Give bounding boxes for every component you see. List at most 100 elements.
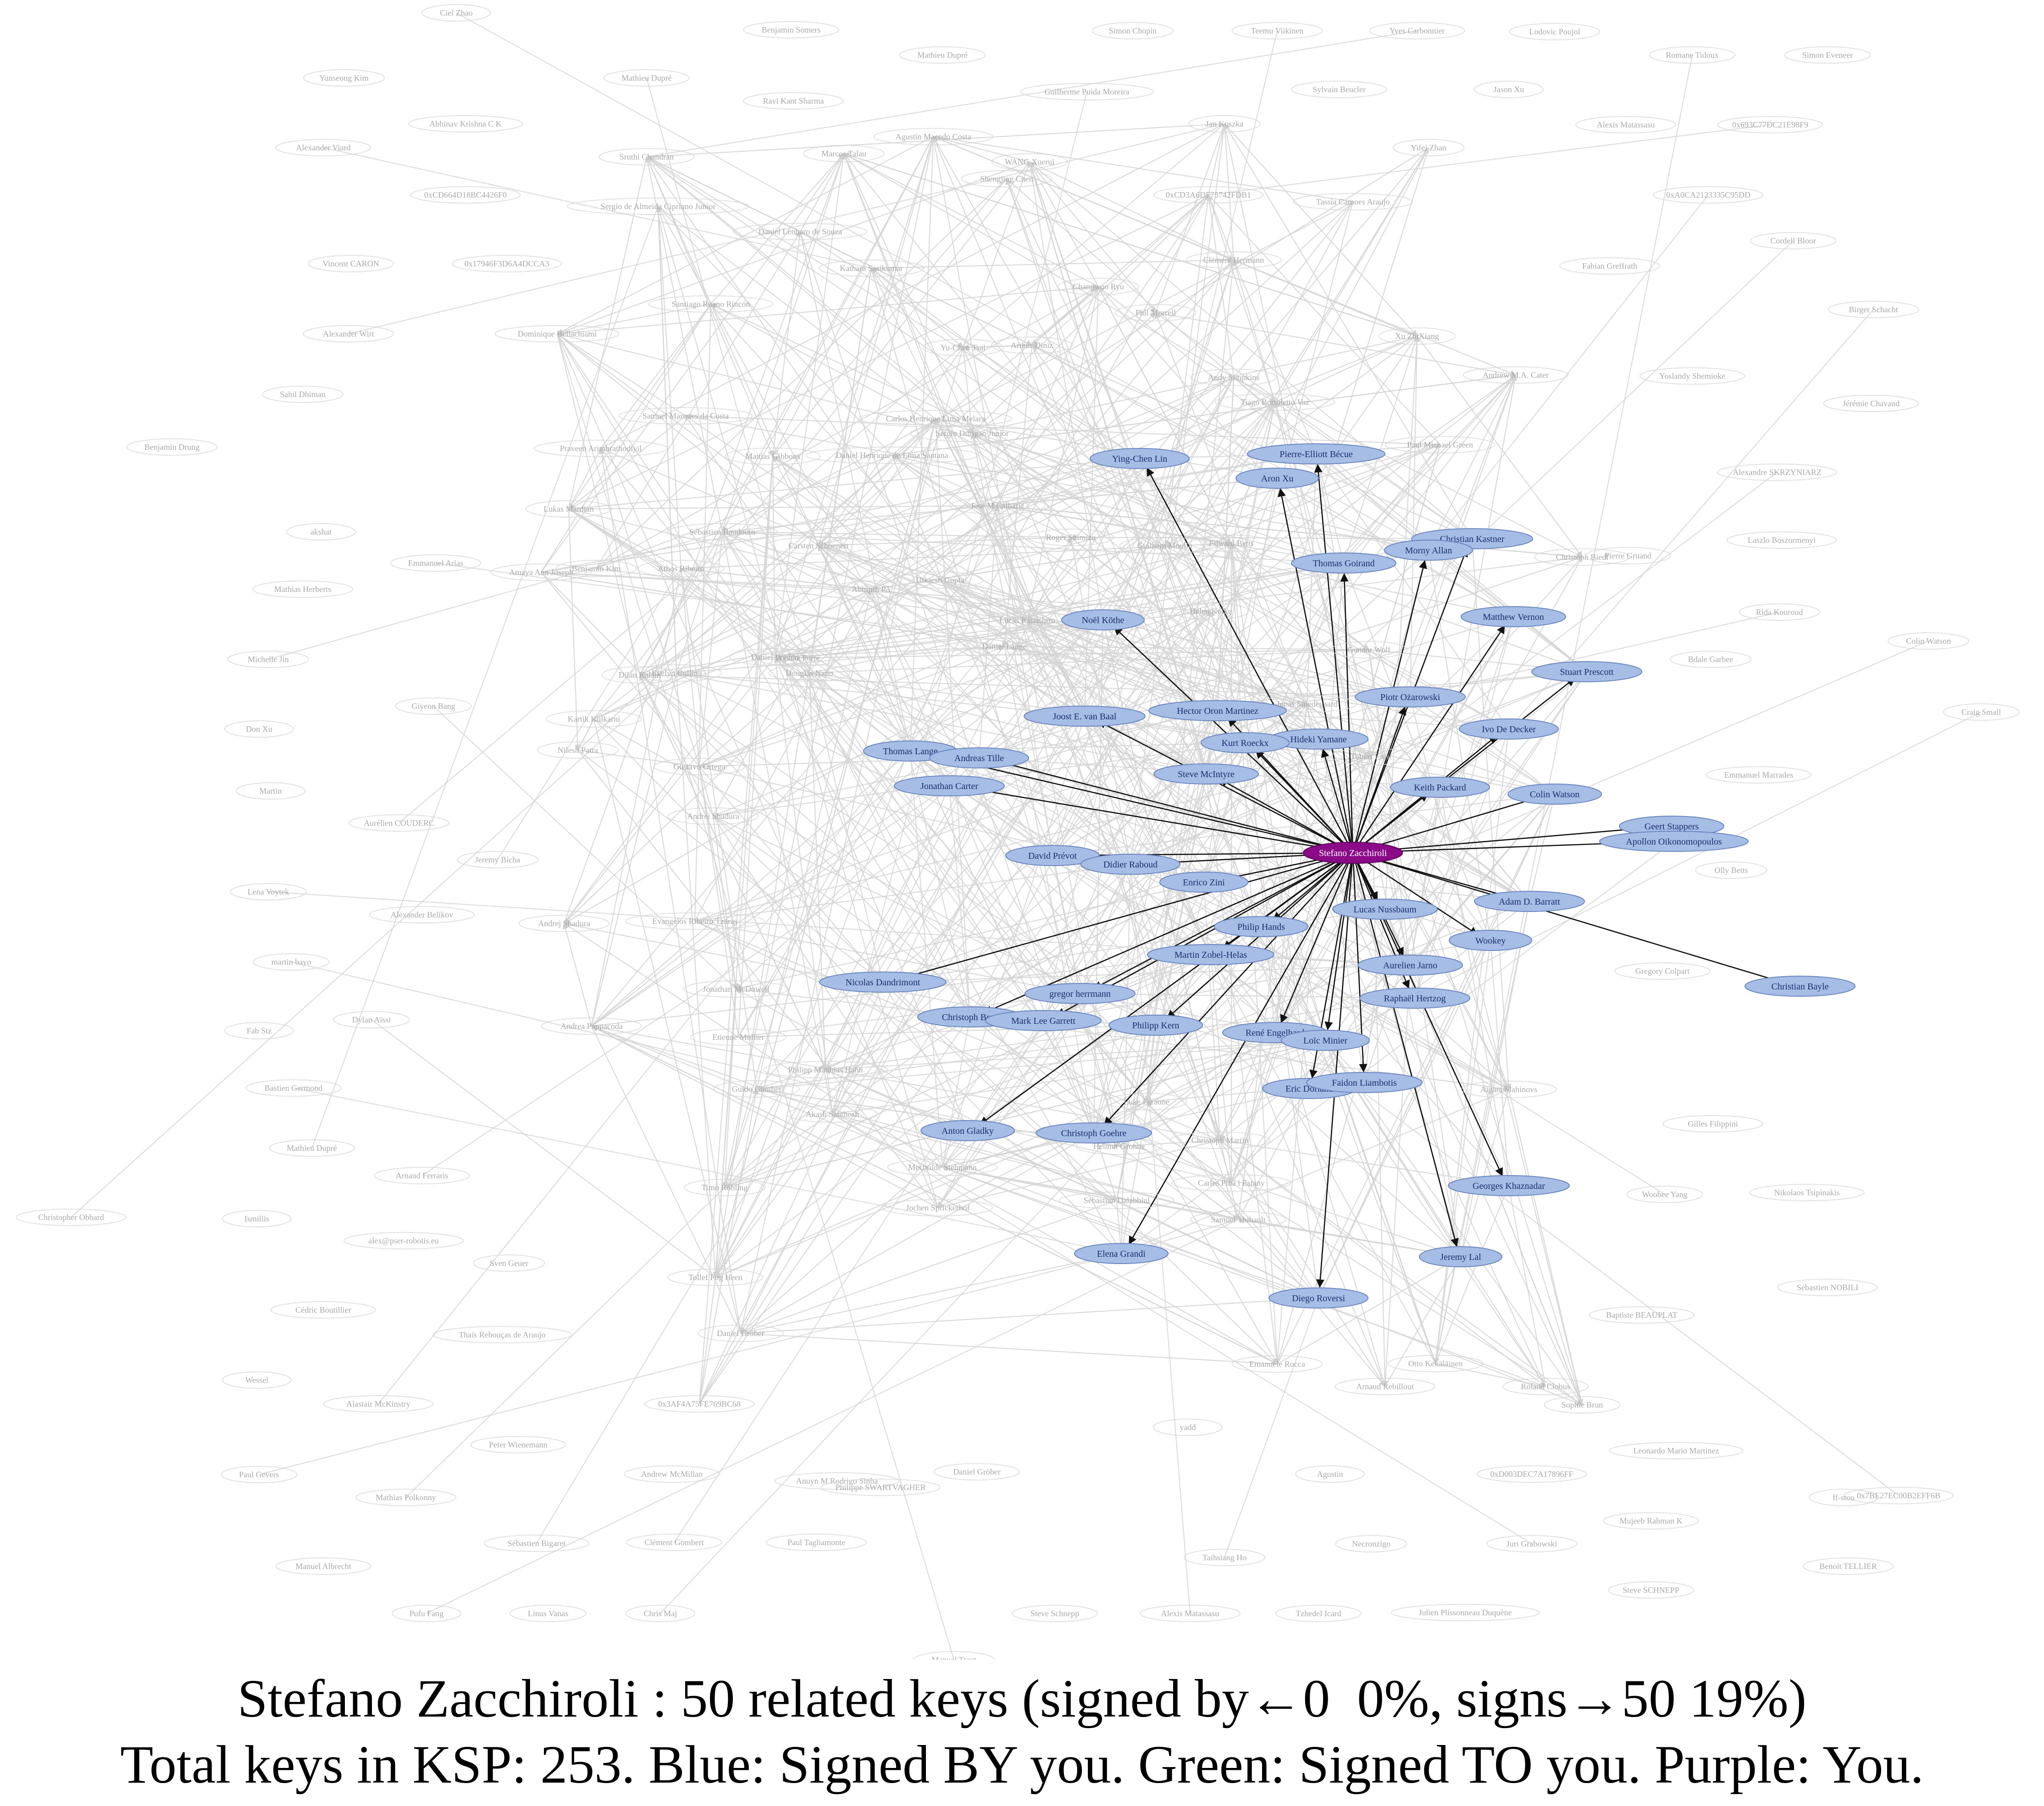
gray-edge xyxy=(1233,260,1276,403)
key-node-outline xyxy=(1119,537,1211,554)
gray-edge xyxy=(596,178,1007,569)
key-node-outline xyxy=(1802,1557,1894,1575)
gray-edge xyxy=(639,531,723,675)
key-node-paul-tagliamonte: Paul Tagliamonte xyxy=(766,1534,867,1551)
key-node-label: 0xCD664D18BC4426F0 xyxy=(424,190,507,199)
gray-edge xyxy=(825,785,950,1070)
key-node-label: Vincent CARON xyxy=(322,259,379,268)
gray-edge xyxy=(933,136,1165,546)
key-node-outline xyxy=(1670,651,1751,668)
gray-edge xyxy=(1439,787,1510,1186)
key-node-mattias-gibbons: Mattias Gibbons xyxy=(725,447,821,465)
key-node-0xcd664d18bc4426f0: 0xCD664D18BC4426F0 xyxy=(410,186,521,204)
signed-node-shape xyxy=(1507,784,1602,805)
gray-edge xyxy=(1119,712,1982,1147)
key-node-alexander-viard: Alexander Viard xyxy=(275,139,371,156)
key-node-outline xyxy=(631,664,722,682)
gray-edge xyxy=(596,454,892,569)
key-node-label: Agustin xyxy=(1317,1469,1343,1479)
key-node-sophie-brun: Sophie Brun xyxy=(1544,1396,1621,1414)
gray-edge xyxy=(800,231,1140,459)
key-node-giyeon-bang: Giyeon Bang xyxy=(395,697,472,715)
key-node-label: Birger Schacht xyxy=(1849,305,1898,314)
key-node-label: Jose M Calhariz xyxy=(971,501,1025,510)
key-node-label: Ismillis xyxy=(244,1214,269,1223)
key-node-outline xyxy=(1809,1489,1878,1506)
signed-node-label: Keith Packard xyxy=(1414,783,1466,793)
gray-edge xyxy=(421,563,1344,1176)
gray-edge xyxy=(646,156,941,580)
gray-edge xyxy=(932,136,1121,1147)
key-node-mathieu-dupr: Mathieu Dupré xyxy=(603,69,690,87)
key-node-sylvain-beucler: Sylvain Beucler xyxy=(1291,81,1387,98)
key-node-outline xyxy=(1330,641,1407,658)
key-node-outline xyxy=(566,198,750,215)
key-node-manuel-traut: Manuel Traut xyxy=(913,1651,995,1660)
key-node-label: Yves Carbonnier xyxy=(1390,26,1445,35)
key-node-label: Steve Schnepp xyxy=(1030,1609,1079,1618)
key-node-label: Jérémie Chavand xyxy=(1843,399,1900,408)
gray-edge xyxy=(1428,375,1516,551)
gray-edge xyxy=(1004,646,1307,705)
key-node-outline xyxy=(1190,369,1277,386)
gray-edge xyxy=(1042,787,1440,1021)
gray-edge xyxy=(1031,345,1278,479)
signed-node-philip-hands: Philip Hands xyxy=(1214,916,1308,937)
key-node-andrei-shadura: Andrei Shadura xyxy=(667,807,759,825)
gray-edge xyxy=(1277,1256,1461,1364)
key-node-linus-vanas: Linus Vanas xyxy=(510,1605,587,1622)
key-node-label: Giyeon Bang xyxy=(411,701,455,711)
key-node-laszlo-boszormenyi: Laszlo Boszormenyi xyxy=(1726,531,1837,549)
key-node-outline xyxy=(690,1028,787,1046)
signed-node-jeremy-lal: Jeremy Lal xyxy=(1419,1246,1502,1267)
key-node-label: Daniel Gröber xyxy=(717,1329,764,1338)
gray-edge xyxy=(712,816,737,989)
key-node-douglas-nano: Douglas Nano xyxy=(769,664,850,682)
key-node-label: Andrei Shadura xyxy=(687,812,739,821)
key-node-label: martin bayo xyxy=(271,957,311,967)
key-node-outline xyxy=(1295,1465,1365,1483)
key-node-outline xyxy=(774,1472,900,1490)
key-node-gustavo-ortega: Gustavo Ortega xyxy=(654,758,745,775)
signed-node-enrico-zini: Enrico Zini xyxy=(1159,872,1248,893)
signed-node-label: Didier Raboud xyxy=(1103,860,1158,870)
signed-node-shape xyxy=(1025,983,1136,1004)
key-node-label: Romane Tidoux xyxy=(1666,50,1719,60)
signed-node-shape xyxy=(1419,1246,1502,1267)
gray-edge xyxy=(740,1332,1278,1365)
key-node-label: Jonas Smedegaard xyxy=(1276,699,1337,708)
signed-node-shape xyxy=(1247,443,1385,464)
key-node-label: Etienne Mollier xyxy=(712,1033,764,1042)
gray-edge xyxy=(698,1088,759,1404)
gray-edge xyxy=(639,136,934,675)
gray-edge xyxy=(722,136,934,533)
key-node-label: Benjamin Drung xyxy=(144,442,199,452)
key-node-label: Samuel Marques da Costa xyxy=(643,411,729,420)
key-node-outline xyxy=(1609,1442,1744,1459)
gray-edge xyxy=(722,531,1207,774)
signed-node-label: Lucas Nussbaum xyxy=(1353,905,1417,915)
gray-edge xyxy=(798,657,810,674)
key-node-outline xyxy=(408,115,523,133)
key-node-label: Aurélien COUDERC xyxy=(364,818,434,828)
gray-edge xyxy=(1208,194,1235,260)
key-node-outline xyxy=(451,255,562,272)
key-node-label: Woobee Yang xyxy=(1642,1190,1688,1199)
gray-edge xyxy=(591,1025,833,1115)
caption-legend: Total keys in KSP: 253. Blue: Signed BY … xyxy=(120,1734,1924,1795)
signed-node-georges-khaznadar: Georges Khaznadar xyxy=(1448,1175,1570,1196)
key-node-label: Agustin Macedo Costa xyxy=(896,132,971,141)
key-node-label: Dylan Aïssi xyxy=(352,1015,391,1024)
gray-edge xyxy=(405,1187,725,1498)
signed-node-stuart-prescott: Stuart Prescott xyxy=(1531,661,1642,682)
key-node-label: Mujeeb Rahman K xyxy=(1620,1516,1683,1525)
key-node-benjamin-kim: Benjamin Kim xyxy=(555,560,637,577)
key-node-outline xyxy=(991,337,1073,354)
key-node-michelle-jin: Michelle Jin xyxy=(227,651,309,668)
signed-node-label: Stuart Prescott xyxy=(1560,667,1614,677)
key-node-outline xyxy=(626,1605,695,1622)
key-node-outline xyxy=(648,295,774,313)
gray-edge xyxy=(1208,124,1771,196)
signed-node-david-pr-vot: David Prévot xyxy=(1005,845,1100,866)
gray-edge xyxy=(740,418,937,1334)
